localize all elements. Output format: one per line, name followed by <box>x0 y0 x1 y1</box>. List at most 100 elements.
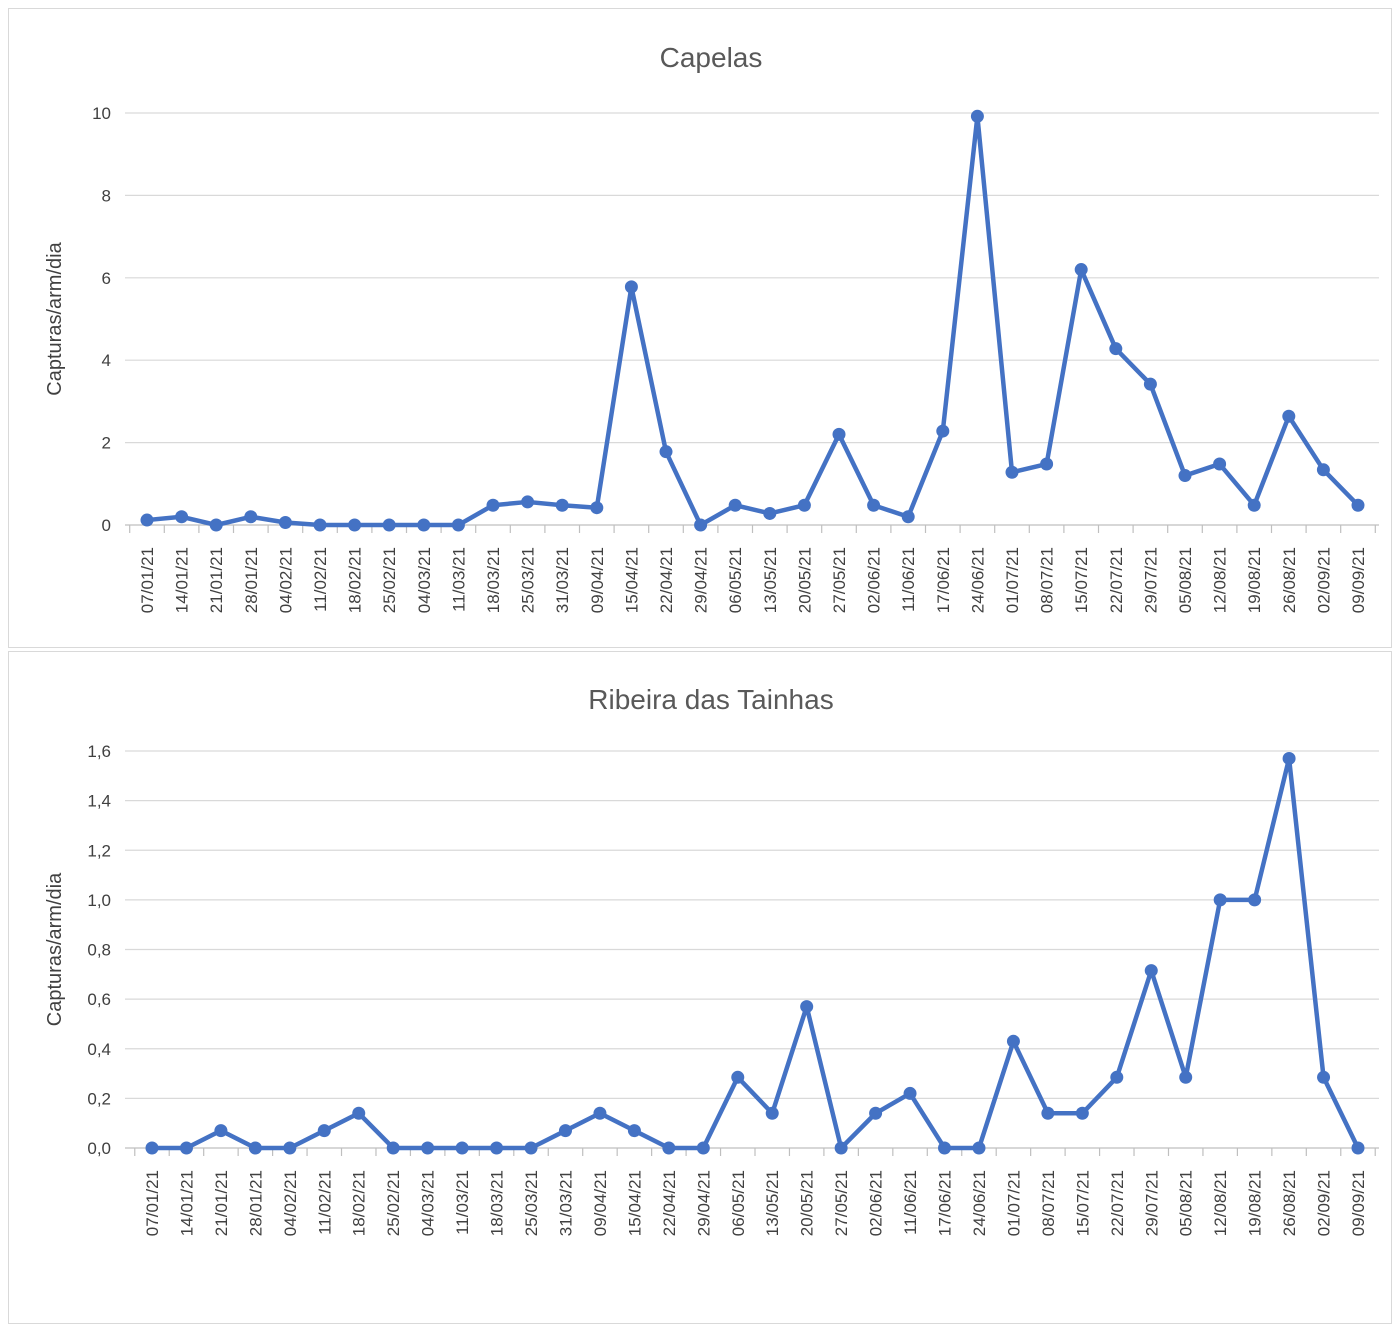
data-point <box>179 1141 193 1155</box>
data-point <box>1144 964 1158 978</box>
data-point <box>421 1141 435 1155</box>
data-point <box>1074 263 1088 277</box>
data-point <box>313 518 327 532</box>
data-point <box>175 510 189 524</box>
data-point <box>590 501 604 515</box>
x-tick-label: 15/04/21 <box>625 1170 644 1236</box>
data-point <box>209 518 223 532</box>
data-point <box>763 506 777 520</box>
y-tick-label: 0,6 <box>87 990 111 1009</box>
x-tick-label: 13/05/21 <box>761 547 780 613</box>
x-tick-label: 25/02/21 <box>380 547 399 613</box>
data-point <box>1282 751 1296 765</box>
data-point <box>283 1141 297 1155</box>
y-axis-label: Capturas/arm/dia <box>44 241 66 395</box>
data-point <box>1179 1070 1193 1084</box>
y-tick-label: 1,4 <box>87 792 111 811</box>
x-tick-label: 04/02/21 <box>276 547 295 613</box>
x-tick-label: 18/03/21 <box>484 547 503 613</box>
data-point <box>140 513 154 527</box>
data-point <box>936 424 950 438</box>
chart-ribeira-das-tainhas-svg: Ribeira das Tainhas Capturas/arm/dia 0,0 0,… <box>44 684 1379 1236</box>
x-tick-label: 05/08/21 <box>1176 547 1195 613</box>
x-tick-label: 09/09/21 <box>1349 547 1368 613</box>
x-tick-label: 01/07/21 <box>1003 547 1022 613</box>
data-point <box>1213 893 1227 907</box>
x-tick-label: 01/07/21 <box>1004 1170 1023 1236</box>
x-tick-label: 11/06/21 <box>901 1170 920 1235</box>
x-tick-label: 07/01/21 <box>138 547 157 613</box>
x-tick-label: 11/03/21 <box>449 547 468 612</box>
x-tick-label: 25/02/21 <box>384 1170 403 1236</box>
data-point <box>1005 465 1019 479</box>
y-tick-label: 0 <box>102 516 111 535</box>
data-point <box>972 1141 986 1155</box>
chart-capelas: Capelas Capturas/arm/dia 0 2 4 6 8 10 07/01/21 14… <box>8 8 1392 648</box>
data-point <box>417 518 431 532</box>
x-tick-label: 26/08/21 <box>1280 547 1299 613</box>
x-tick-label: 26/08/21 <box>1280 1170 1299 1236</box>
x-tick-label: 06/05/21 <box>726 547 745 613</box>
y-tick-label: 6 <box>102 269 111 288</box>
x-tick-label: 21/01/21 <box>207 547 226 613</box>
x-tick-label: 12/08/21 <box>1211 547 1230 613</box>
chart-title: Capelas <box>660 42 763 73</box>
data-point <box>1317 1070 1331 1084</box>
y-tick-label: 2 <box>102 434 111 453</box>
data-point <box>244 510 258 524</box>
data-point <box>524 1141 538 1155</box>
data-point <box>214 1124 228 1138</box>
data-point <box>248 1141 262 1155</box>
data-point <box>1143 377 1157 391</box>
x-tick-label: 05/08/21 <box>1177 1170 1196 1236</box>
data-point <box>903 1086 917 1100</box>
x-tick-label: 15/04/21 <box>622 547 641 613</box>
data-point <box>1109 342 1123 356</box>
x-tick-label: 22/04/21 <box>660 1170 679 1236</box>
data-point <box>1110 1070 1124 1084</box>
x-tick-label: 09/04/21 <box>591 1170 610 1236</box>
data-point <box>555 498 569 512</box>
y-tick-label: 1,6 <box>87 742 111 761</box>
y-tick-label: 1,0 <box>87 891 111 910</box>
data-point <box>869 1106 883 1120</box>
y-tick-label: 0,8 <box>87 941 111 960</box>
data-point <box>558 1124 572 1138</box>
x-tick-label: 02/06/21 <box>865 547 884 613</box>
x-tick-label: 28/01/21 <box>242 547 261 613</box>
chart-ribeira-das-tainhas: Ribeira das Tainhas Capturas/arm/dia 0,0 0,… <box>8 651 1392 1324</box>
series-line <box>146 114 1360 528</box>
x-tick-label: 13/05/21 <box>763 1170 782 1236</box>
data-point <box>1006 1034 1020 1048</box>
data-point <box>455 1141 469 1155</box>
data-point <box>832 427 846 441</box>
x-tick-label: 31/03/21 <box>553 547 572 613</box>
data-point <box>490 1141 504 1155</box>
x-tick-label: 24/06/21 <box>968 547 987 613</box>
x-tick-label: 04/03/21 <box>415 547 434 613</box>
x-tick-label: 14/01/21 <box>177 1170 196 1236</box>
x-tick-label: 11/03/21 <box>453 1170 472 1235</box>
data-point <box>521 495 535 509</box>
data-point <box>1247 498 1261 512</box>
x-tick-label: 28/01/21 <box>246 1170 265 1236</box>
data-point <box>800 1000 814 1014</box>
data-point <box>352 1106 366 1120</box>
data-point <box>970 109 984 123</box>
x-tick-label: 21/01/21 <box>212 1170 231 1236</box>
x-tick-label: 31/03/21 <box>556 1170 575 1236</box>
x-tick-label: 18/02/21 <box>350 1170 369 1236</box>
x-tick-label: 04/02/21 <box>281 1170 300 1236</box>
data-point <box>867 498 881 512</box>
x-tick-label: 22/07/21 <box>1107 547 1126 613</box>
chart-capelas-svg: Capelas Capturas/arm/dia 0 2 4 6 8 10 07/01/21 14… <box>44 42 1379 613</box>
data-point <box>731 1070 745 1084</box>
data-point <box>317 1124 331 1138</box>
data-point <box>386 1141 400 1155</box>
x-tick-label: 22/07/21 <box>1108 1170 1127 1236</box>
data-point <box>624 280 638 294</box>
x-tick-label: 08/07/21 <box>1039 1170 1058 1236</box>
data-point <box>382 518 396 532</box>
x-tick-label: 17/06/21 <box>936 1170 955 1236</box>
x-tick-label: 22/04/21 <box>657 547 676 613</box>
